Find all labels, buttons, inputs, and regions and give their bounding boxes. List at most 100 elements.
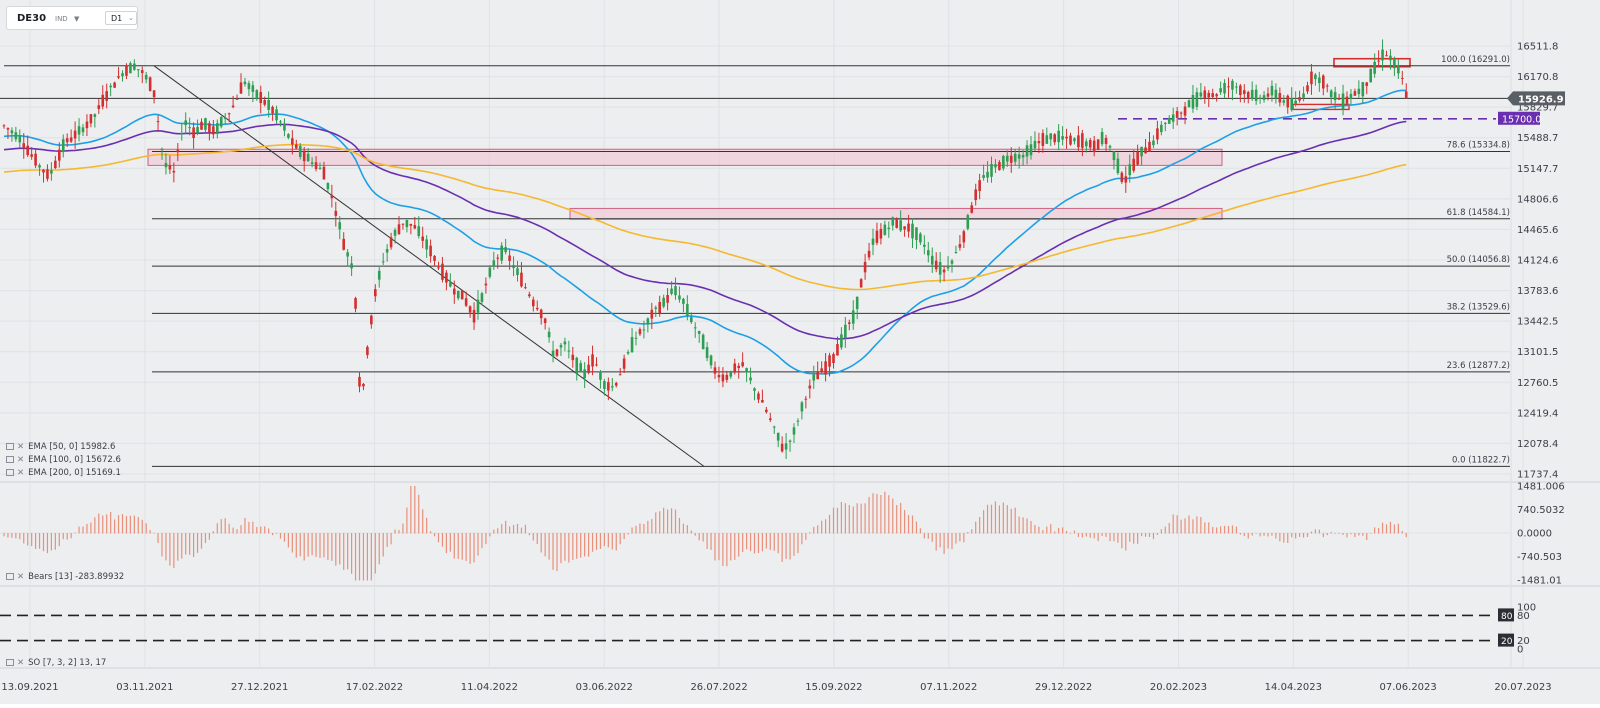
candle-body (923, 244, 926, 247)
candle-body (295, 144, 298, 149)
legend-ema100-text: EMA [100, 0] 15672.6 (28, 455, 121, 465)
candle-body (1108, 145, 1112, 148)
candle-body (844, 324, 847, 339)
candle-body (587, 364, 590, 373)
candle-body (1254, 89, 1258, 101)
candle-body (362, 383, 365, 387)
candle-body (792, 427, 796, 435)
x-tick-label: 20.02.2023 (1150, 682, 1207, 693)
candle-body (769, 418, 772, 421)
chevron-down-icon[interactable]: ▼ (74, 15, 80, 23)
legend-bears-text: Bears [13] -283.89932 (28, 572, 125, 582)
candle-body (567, 350, 571, 352)
candle-body (583, 369, 586, 379)
candle-body (571, 354, 575, 361)
candle-body (1148, 141, 1151, 152)
candle-body (603, 381, 606, 389)
settings-icon[interactable] (6, 469, 14, 476)
close-icon[interactable]: ✕ (17, 455, 25, 465)
candle-body (666, 294, 669, 303)
candle-body (69, 137, 73, 142)
candle-body (366, 346, 369, 356)
settings-icon[interactable] (6, 456, 14, 463)
candle-body (113, 82, 116, 88)
candle-body (930, 255, 934, 265)
candle-body (464, 298, 468, 306)
timeframe-select[interactable]: D1 ⌄ (105, 11, 137, 25)
y-tick-label: 14806.6 (1517, 194, 1558, 205)
legend-ema100[interactable]: ✕ EMA [100, 0] 15672.6 (6, 455, 121, 465)
candle-body (342, 238, 345, 250)
candle-body (381, 261, 385, 263)
y-tick-label: 15488.7 (1517, 133, 1558, 144)
symbol-label[interactable]: DE30 (17, 13, 47, 24)
candle-body (1349, 93, 1353, 100)
candle-body (1085, 141, 1088, 147)
candle-body (472, 309, 476, 323)
candle-body (998, 162, 1001, 171)
candle-body (1294, 100, 1297, 104)
candle-body (1262, 95, 1266, 100)
y-tick-label: 14124.6 (1517, 256, 1558, 267)
label-layer: 13.09.2021 03.11.2021 27.12.2021 17.02.2022… (1, 42, 1565, 693)
candle-body (77, 126, 81, 135)
candle-body (310, 162, 314, 164)
candle-body (223, 117, 227, 119)
candle-body (437, 267, 440, 269)
candle-body (966, 215, 970, 229)
candle-body (504, 247, 507, 253)
candle-body (784, 443, 788, 450)
candle-body (978, 180, 981, 191)
close-icon[interactable]: ✕ (17, 572, 25, 582)
candle-body (1314, 74, 1317, 80)
close-icon[interactable]: ✕ (17, 442, 25, 452)
candle-body (547, 331, 551, 338)
candle-body (848, 322, 851, 324)
candle-body (859, 279, 863, 288)
legend-so[interactable]: ✕ SO [7, 3, 2] 13, 17 (6, 658, 106, 668)
candle-body (765, 409, 768, 413)
settings-icon[interactable] (6, 573, 14, 580)
candle-body (599, 371, 602, 380)
candle-body (1088, 140, 1092, 148)
candle-body (1381, 49, 1384, 61)
legend-ema50[interactable]: ✕ EMA [50, 0] 15982.6 (6, 442, 115, 452)
candle-body (377, 270, 381, 280)
zone-layer (147, 57, 1411, 220)
candle-body (1120, 172, 1124, 182)
close-icon[interactable]: ✕ (17, 658, 25, 668)
trendline (153, 65, 705, 467)
settings-icon[interactable] (6, 443, 14, 450)
fib-label: 100.0 (16291.0) (1441, 55, 1510, 65)
candle-body (883, 224, 887, 235)
candle-body (1021, 155, 1025, 158)
candle-body (990, 164, 993, 177)
candle-body (370, 315, 373, 325)
candle-body (535, 307, 539, 310)
candle-body (121, 73, 124, 77)
candle-body (1025, 145, 1029, 157)
candle-body (693, 327, 697, 329)
candle-body (828, 355, 831, 367)
candle-body (445, 272, 448, 283)
y-tick-label: 15829.7 (1517, 103, 1558, 114)
candle-body (425, 239, 428, 250)
legend-bears[interactable]: ✕ Bears [13] -283.89932 (6, 572, 124, 582)
candle-body (385, 249, 389, 253)
candle-body (85, 121, 89, 129)
candle-body (555, 349, 559, 356)
candle-body (1207, 92, 1211, 98)
candle-body (618, 374, 622, 376)
candle-body (227, 113, 231, 115)
ema100-line (3, 120, 1407, 340)
candle-body (895, 218, 898, 228)
candle-body (642, 329, 646, 331)
symbol-toolbar[interactable]: DE30 IND ▼ D1 ⌄ (6, 6, 138, 30)
close-icon[interactable]: ✕ (17, 468, 25, 478)
settings-icon[interactable] (6, 659, 14, 666)
candle-body (298, 145, 302, 157)
legend-ema200[interactable]: ✕ EMA [200, 0] 15169.1 (6, 468, 121, 478)
candle-body (1278, 93, 1282, 103)
candle-body (919, 233, 922, 243)
